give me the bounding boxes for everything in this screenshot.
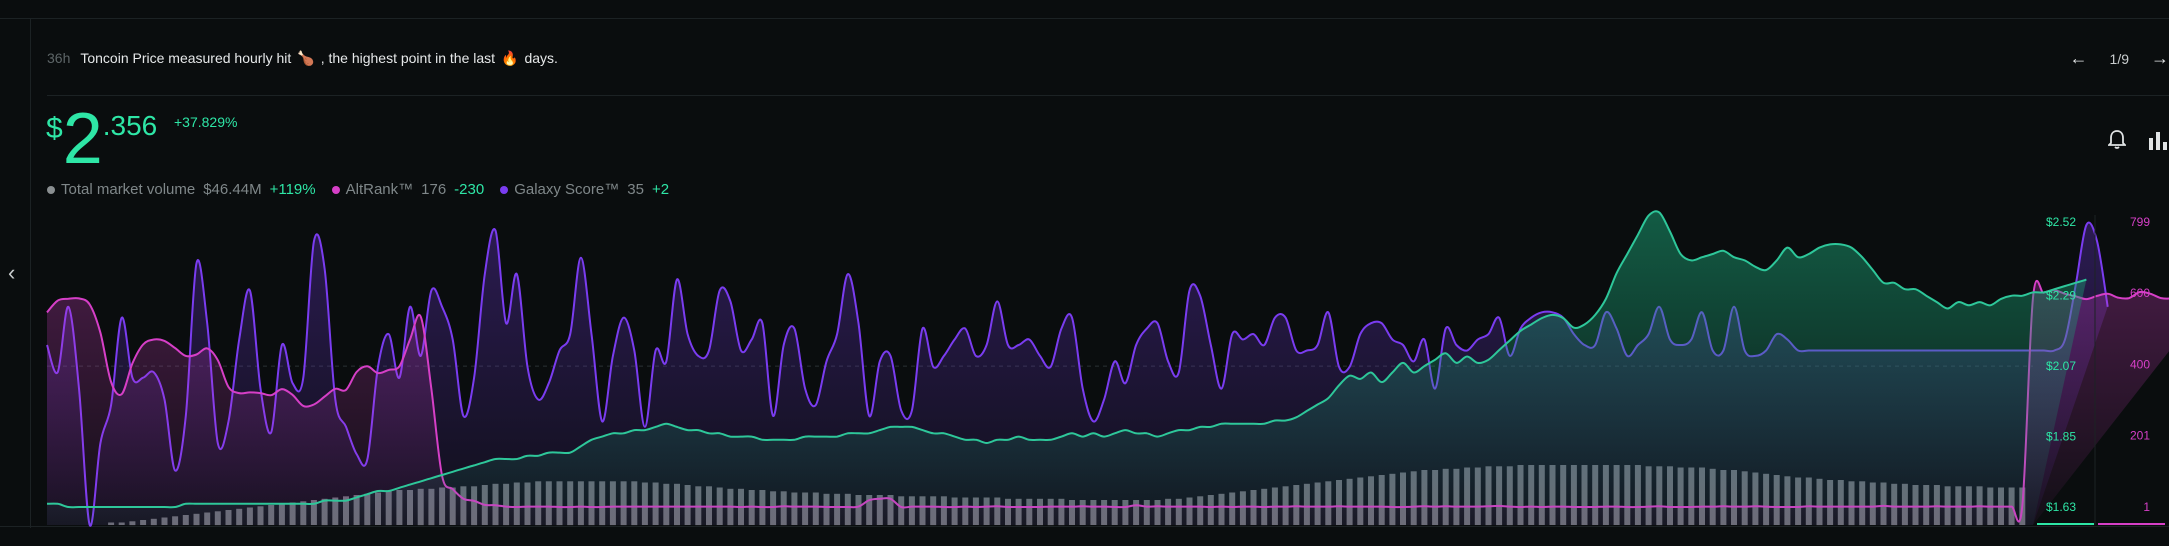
altrank-value: 176 bbox=[421, 181, 447, 198]
altrank-tick-label: 400 bbox=[2130, 358, 2150, 372]
next-arrow-icon[interactable]: → bbox=[2151, 48, 2169, 68]
galaxy-label: Galaxy Score™ bbox=[514, 181, 620, 198]
page-indicator: 1/9 bbox=[2109, 50, 2129, 67]
altrank-area bbox=[47, 280, 2169, 525]
volume-value: $46.44M bbox=[203, 181, 262, 198]
drumstick-icon: 🍗 bbox=[297, 49, 315, 66]
insight-text-middle: , the highest point in the last bbox=[320, 50, 496, 66]
volume-legend-dot bbox=[47, 185, 55, 194]
price-area bbox=[47, 211, 2087, 525]
volume-label: Total market volume bbox=[61, 181, 196, 198]
price-tick-label: $1.85 bbox=[2046, 430, 2076, 444]
top-border bbox=[0, 18, 2169, 19]
price-line bbox=[46, 210, 2087, 509]
collapse-chevron-left-icon[interactable]: ‹ bbox=[8, 260, 16, 285]
altrank-legend-dot bbox=[331, 185, 340, 194]
price-currency: $ bbox=[46, 112, 63, 145]
bar-chart-icon[interactable] bbox=[2148, 130, 2169, 155]
insight-text-end: days. bbox=[524, 50, 558, 66]
altrank-tick-label: 1 bbox=[2143, 500, 2150, 514]
insight-pager: ← 1/9 → bbox=[2070, 48, 2169, 69]
galaxy-value: 35 bbox=[627, 181, 644, 198]
fire-icon: 🔥 bbox=[501, 49, 519, 66]
insight-headline: 36h Toncoin Price measured hourly hit 🍗 … bbox=[47, 48, 558, 68]
volume-change: +119% bbox=[269, 181, 316, 198]
bell-icon[interactable] bbox=[2106, 130, 2128, 155]
insight-text-start: Toncoin Price measured hourly hit bbox=[80, 50, 292, 66]
price-tick-label: $1.63 bbox=[2046, 500, 2076, 514]
current-price: $ 2 .356 bbox=[46, 99, 158, 179]
altrank-tick-label: 799 bbox=[2130, 215, 2150, 229]
altrank-label: AltRank™ bbox=[345, 181, 414, 198]
altrank-tick-label: 600 bbox=[2130, 286, 2150, 300]
altrank-tick-label: 201 bbox=[2130, 429, 2150, 443]
chart-tools bbox=[2106, 130, 2169, 155]
galaxy-legend-dot bbox=[500, 185, 509, 194]
price-tick-label: $2.07 bbox=[2046, 359, 2076, 373]
price-tick-label: $2.52 bbox=[2046, 215, 2076, 229]
left-rail bbox=[30, 18, 31, 528]
price-change: +37.829% bbox=[174, 114, 238, 130]
prev-arrow-icon[interactable]: ← bbox=[2069, 48, 2088, 68]
insight-age: 36h bbox=[47, 50, 71, 66]
altrank-change: -230 bbox=[454, 181, 485, 198]
price-whole: 2 bbox=[62, 99, 103, 179]
price-tick-label: $2.29 bbox=[2046, 289, 2076, 303]
galaxy-change: +2 bbox=[651, 181, 670, 198]
stats-row: Total market volume $46.44M +119% AltRan… bbox=[47, 181, 685, 198]
price-decimal: .356 bbox=[102, 110, 158, 141]
bottom-border bbox=[0, 526, 2169, 527]
header-divider bbox=[47, 95, 2169, 96]
